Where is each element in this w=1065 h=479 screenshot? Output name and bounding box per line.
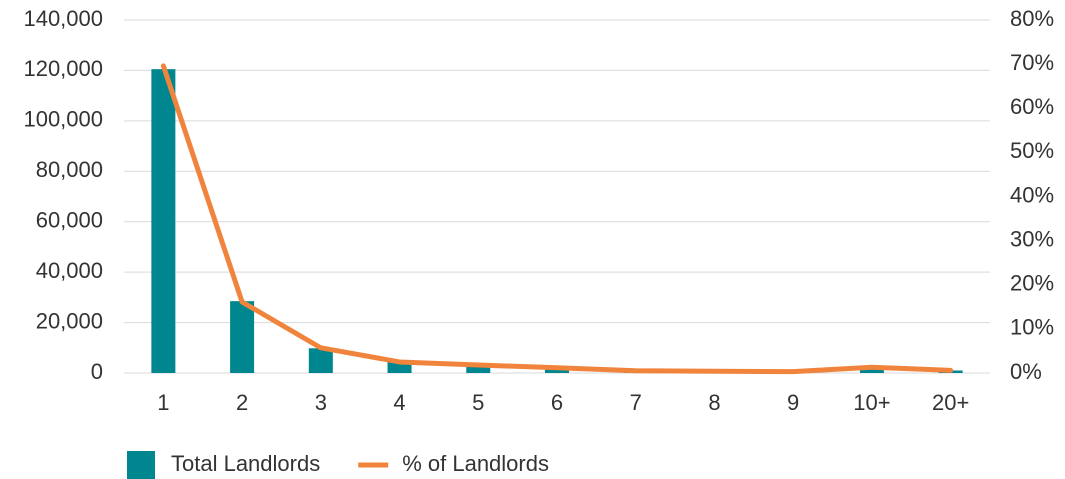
bar: [230, 301, 255, 373]
y2-tick-label: 60%: [1010, 94, 1054, 119]
x-tick-label: 3: [315, 390, 327, 415]
y-tick-label: 100,000: [23, 107, 103, 132]
y2-tick-label: 50%: [1010, 138, 1054, 163]
legend-label: % of Landlords: [402, 451, 549, 476]
y2-tick-label: 70%: [1010, 50, 1054, 75]
y-tick-label: 140,000: [23, 6, 103, 31]
x-tick-label: 10+: [853, 390, 890, 415]
x-tick-label: 9: [787, 390, 799, 415]
y2-tick-label: 10%: [1010, 315, 1054, 340]
y-tick-label: 60,000: [36, 208, 103, 233]
line: [160, 63, 954, 375]
y-tick-label: 80,000: [36, 157, 103, 182]
x-tick-label: 2: [236, 390, 248, 415]
x-tick-label: 7: [630, 390, 642, 415]
y-tick-label: 20,000: [36, 308, 103, 333]
x-tick-label: 8: [708, 390, 720, 415]
bar: [466, 365, 491, 373]
bar: [308, 348, 333, 373]
y2-tick-label: 0%: [1010, 359, 1042, 384]
bar: [859, 369, 884, 373]
y2-tick-label: 80%: [1010, 6, 1054, 31]
y2-tick-label: 20%: [1010, 271, 1054, 296]
x-tick-label: 4: [393, 390, 405, 415]
legend-label: Total Landlords: [171, 451, 320, 476]
y2-tick-label: 40%: [1010, 182, 1054, 207]
y-tick-label: 40,000: [36, 258, 103, 283]
y-tick-label: 0: [91, 359, 103, 384]
bar: [151, 69, 176, 374]
x-tick-label: 5: [472, 390, 484, 415]
bar: [545, 368, 569, 373]
legend-swatch: [127, 451, 155, 479]
x-tick-label: 20+: [932, 390, 969, 415]
y2-tick-label: 30%: [1010, 226, 1054, 251]
x-tick-label: 1: [157, 390, 169, 415]
y-tick-label: 120,000: [23, 56, 103, 81]
x-tick-label: 6: [551, 390, 563, 415]
bar: [387, 361, 412, 373]
